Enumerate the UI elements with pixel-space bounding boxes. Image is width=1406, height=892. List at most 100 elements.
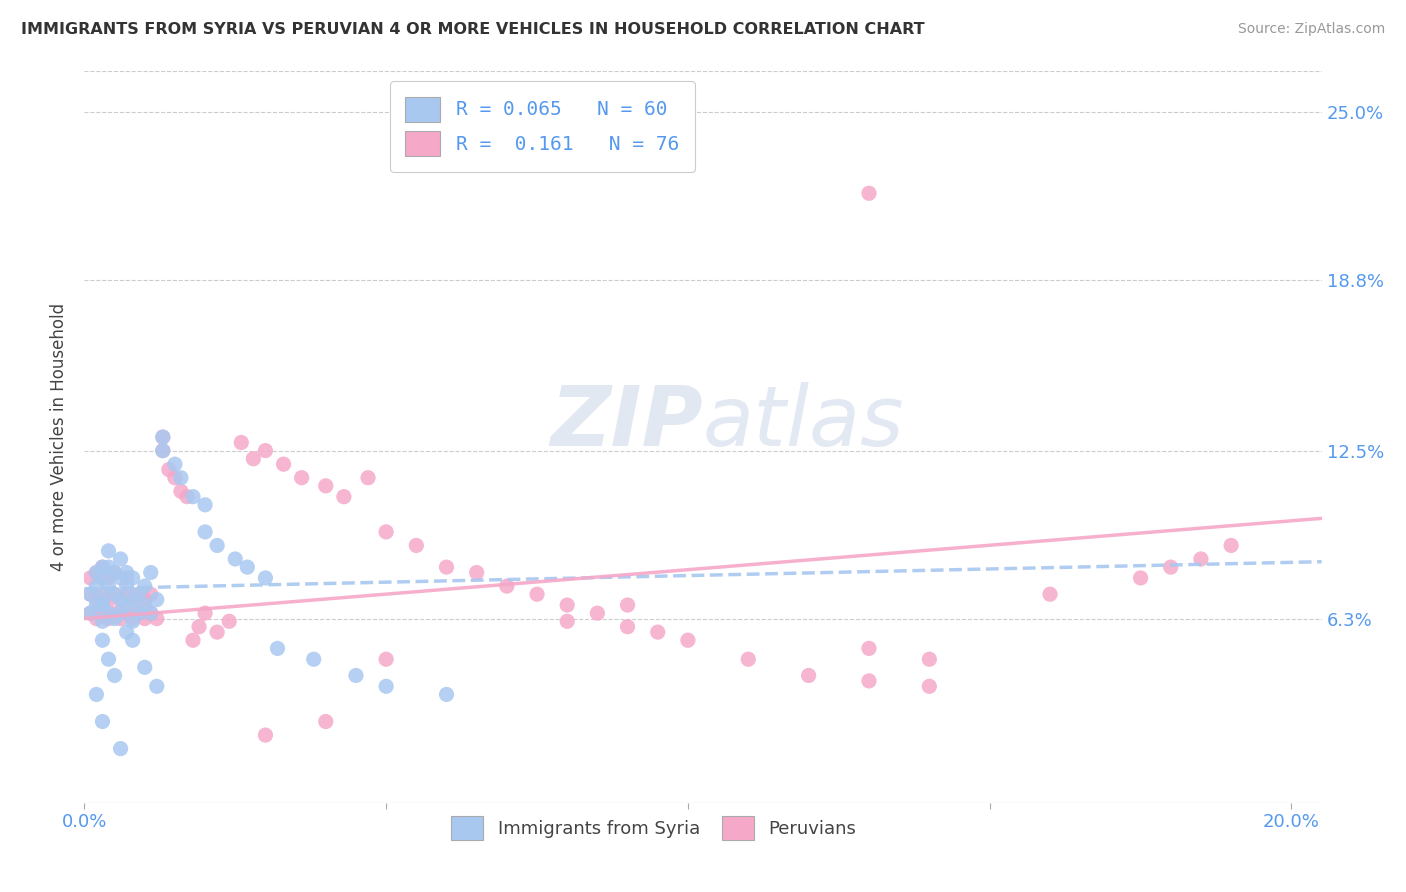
Point <box>555 615 578 629</box>
Point <box>103 606 125 620</box>
Point <box>128 587 150 601</box>
Point <box>146 611 169 625</box>
Point <box>157 462 180 476</box>
Point <box>91 714 114 729</box>
Point <box>110 552 132 566</box>
Point <box>181 633 204 648</box>
Point <box>134 592 156 607</box>
Point <box>616 598 638 612</box>
Point <box>170 471 193 485</box>
Point <box>918 679 941 693</box>
Point <box>91 571 114 585</box>
Point <box>103 566 125 580</box>
Point <box>103 587 125 601</box>
Point <box>858 186 880 201</box>
Point <box>205 538 228 552</box>
Point <box>115 625 138 640</box>
Point <box>103 587 125 601</box>
Point <box>188 620 211 634</box>
Point <box>97 606 120 620</box>
Point <box>79 571 101 585</box>
Y-axis label: 4 or more Vehicles in Household: 4 or more Vehicles in Household <box>51 303 69 571</box>
Point <box>375 652 398 666</box>
Point <box>254 571 277 585</box>
Point <box>315 479 337 493</box>
Point <box>254 728 277 742</box>
Point <box>555 598 578 612</box>
Point <box>134 598 156 612</box>
Point <box>465 566 488 580</box>
Point <box>97 571 120 585</box>
Point <box>121 611 143 625</box>
Point <box>236 560 259 574</box>
Point <box>91 560 114 574</box>
Point <box>115 606 138 620</box>
Point <box>676 633 699 648</box>
Point <box>121 571 143 585</box>
Point <box>315 714 337 729</box>
Point <box>86 592 108 607</box>
Point <box>134 611 156 625</box>
Point <box>115 579 138 593</box>
Point <box>110 741 132 756</box>
Point <box>375 679 398 693</box>
Point <box>218 615 240 629</box>
Point <box>128 606 150 620</box>
Point <box>797 668 820 682</box>
Point <box>91 633 114 648</box>
Point <box>86 611 108 625</box>
Point <box>97 544 120 558</box>
Point <box>495 579 517 593</box>
Point <box>205 625 228 640</box>
Point <box>139 606 162 620</box>
Point <box>436 688 458 702</box>
Point <box>79 587 101 601</box>
Legend: Immigrants from Syria, Peruvians: Immigrants from Syria, Peruvians <box>441 807 865 848</box>
Point <box>152 443 174 458</box>
Point <box>139 606 162 620</box>
Point <box>375 524 398 539</box>
Point <box>103 668 125 682</box>
Point <box>121 633 143 648</box>
Point <box>97 611 120 625</box>
Point <box>163 471 186 485</box>
Point <box>91 571 114 585</box>
Point <box>121 592 143 607</box>
Point <box>128 606 150 620</box>
Point <box>91 615 114 629</box>
Point <box>647 625 669 640</box>
Point <box>526 587 548 601</box>
Point <box>1160 560 1182 574</box>
Point <box>139 587 162 601</box>
Point <box>1189 552 1212 566</box>
Point <box>128 587 150 601</box>
Point <box>91 606 114 620</box>
Point <box>110 571 132 585</box>
Point <box>616 620 638 634</box>
Point <box>115 598 138 612</box>
Point <box>357 471 380 485</box>
Point <box>97 560 120 574</box>
Point <box>170 484 193 499</box>
Point <box>103 611 125 625</box>
Point <box>291 471 314 485</box>
Point <box>97 579 120 593</box>
Point <box>152 430 174 444</box>
Point <box>86 566 108 580</box>
Point <box>110 592 132 607</box>
Point <box>91 598 114 612</box>
Point <box>1220 538 1243 552</box>
Point <box>79 606 101 620</box>
Point <box>224 552 246 566</box>
Text: atlas: atlas <box>703 382 904 463</box>
Point <box>1129 571 1152 585</box>
Point <box>918 652 941 666</box>
Point <box>79 587 101 601</box>
Point <box>115 566 138 580</box>
Point <box>86 579 108 593</box>
Point <box>134 579 156 593</box>
Point <box>858 641 880 656</box>
Point <box>176 490 198 504</box>
Point <box>1039 587 1062 601</box>
Point <box>134 660 156 674</box>
